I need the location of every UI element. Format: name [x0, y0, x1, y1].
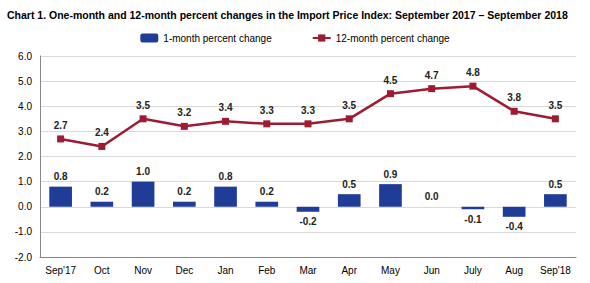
svg-text:4.0: 4.0 — [18, 101, 32, 112]
svg-text:-1.0: -1.0 — [15, 226, 33, 237]
svg-text:Sep'17: Sep'17 — [45, 265, 76, 276]
svg-text:1.0: 1.0 — [136, 166, 150, 177]
svg-text:Chart 1. One-month and 12-mont: Chart 1. One-month and 12-month percent … — [7, 9, 568, 21]
svg-text:3.3: 3.3 — [301, 105, 315, 116]
svg-text:0.8: 0.8 — [54, 171, 68, 182]
svg-text:0.5: 0.5 — [548, 179, 562, 190]
svg-text:2.7: 2.7 — [54, 120, 68, 131]
svg-text:Dec: Dec — [175, 265, 193, 276]
svg-text:4.8: 4.8 — [466, 67, 480, 78]
svg-text:-0.2: -0.2 — [299, 216, 317, 227]
svg-text:3.8: 3.8 — [507, 92, 521, 103]
svg-text:Apr: Apr — [341, 265, 357, 276]
svg-text:3.0: 3.0 — [18, 126, 32, 137]
svg-text:Jun: Jun — [424, 265, 440, 276]
svg-text:0.5: 0.5 — [342, 179, 356, 190]
svg-text:0.2: 0.2 — [177, 186, 191, 197]
svg-text:3.4: 3.4 — [219, 102, 233, 113]
svg-text:July: July — [464, 265, 482, 276]
svg-text:0.9: 0.9 — [384, 169, 398, 180]
svg-text:-2.0: -2.0 — [15, 252, 33, 263]
svg-text:1-month percent change: 1-month percent change — [163, 33, 272, 44]
svg-text:Jan: Jan — [217, 265, 233, 276]
svg-text:3.5: 3.5 — [548, 100, 562, 111]
svg-text:Nov: Nov — [134, 265, 152, 276]
svg-text:6.0: 6.0 — [18, 51, 32, 62]
svg-text:3.3: 3.3 — [260, 105, 274, 116]
svg-text:-0.4: -0.4 — [506, 221, 524, 232]
svg-text:4.7: 4.7 — [425, 70, 439, 81]
svg-text:May: May — [381, 265, 400, 276]
svg-text:Feb: Feb — [258, 265, 276, 276]
svg-text:1.0: 1.0 — [18, 176, 32, 187]
svg-text:Mar: Mar — [299, 265, 317, 276]
svg-text:0.2: 0.2 — [260, 186, 274, 197]
svg-text:3.2: 3.2 — [177, 107, 191, 118]
svg-text:Oct: Oct — [94, 265, 110, 276]
svg-text:0.0: 0.0 — [425, 191, 439, 202]
svg-text:3.5: 3.5 — [342, 100, 356, 111]
svg-text:2.0: 2.0 — [18, 151, 32, 162]
svg-text:5.0: 5.0 — [18, 76, 32, 87]
svg-text:3.5: 3.5 — [136, 100, 150, 111]
svg-text:Sep'18: Sep'18 — [540, 265, 571, 276]
svg-text:0.2: 0.2 — [95, 186, 109, 197]
svg-text:Aug: Aug — [505, 265, 523, 276]
svg-text:12-month percent change: 12-month percent change — [336, 33, 450, 44]
svg-text:2.4: 2.4 — [95, 127, 109, 138]
svg-text:0.0: 0.0 — [18, 201, 32, 212]
svg-text:0.8: 0.8 — [219, 171, 233, 182]
svg-text:-0.1: -0.1 — [464, 214, 482, 225]
svg-text:4.5: 4.5 — [384, 75, 398, 86]
